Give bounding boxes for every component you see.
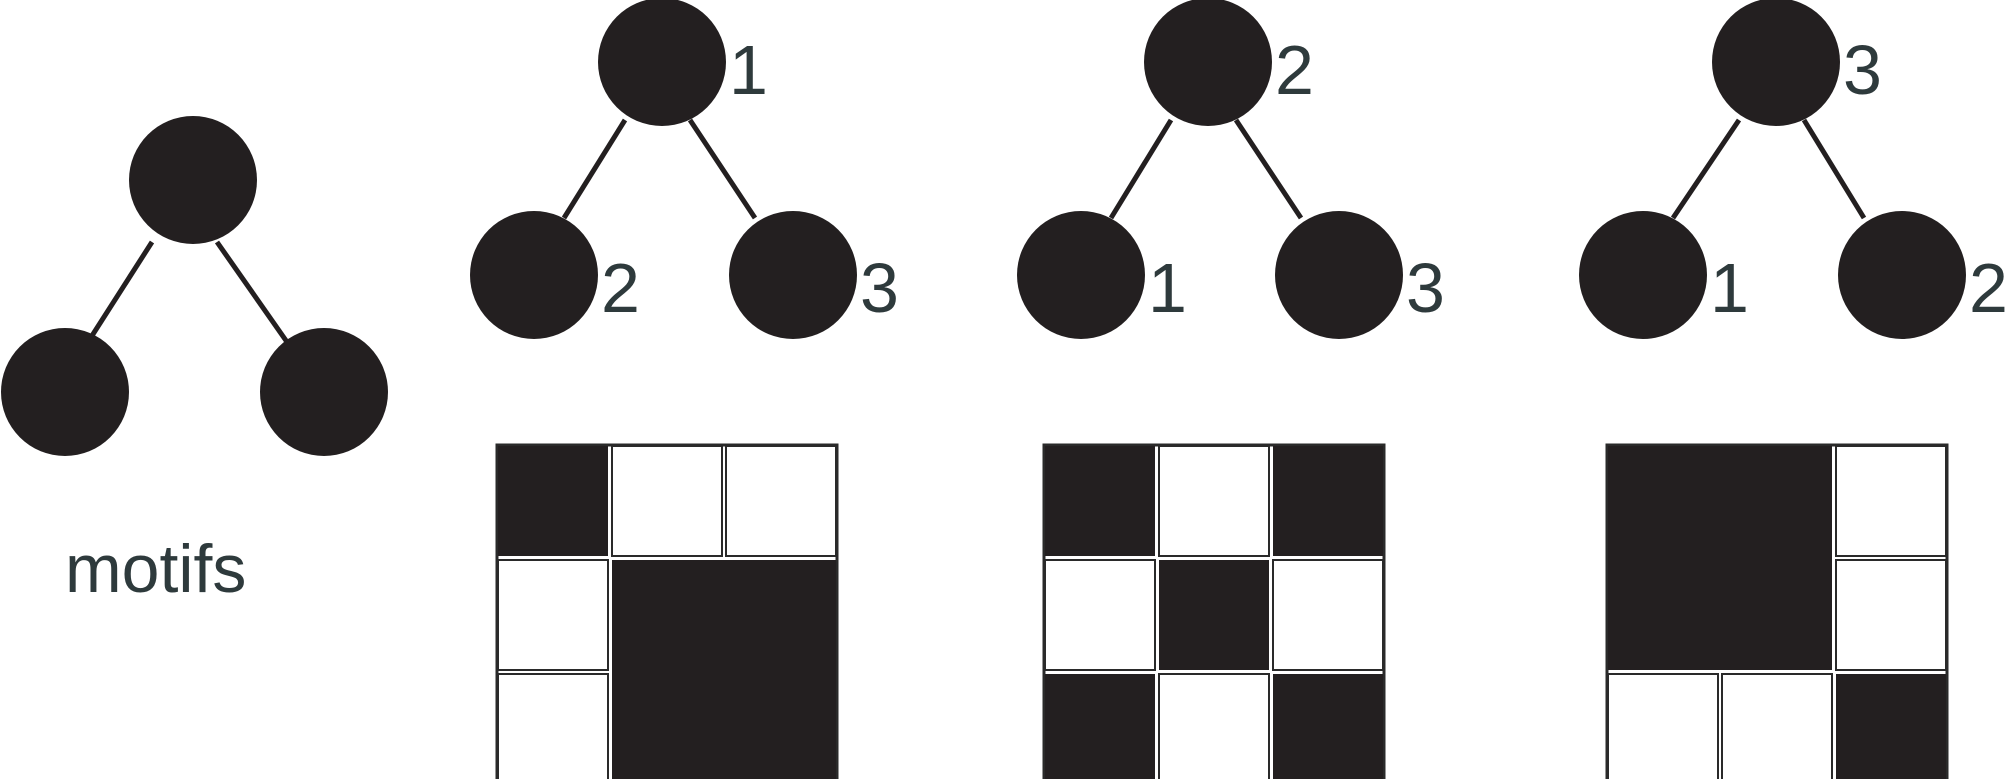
- matrix-cell-filled: [1722, 560, 1832, 670]
- tree-root-node: [1144, 0, 1272, 126]
- tree-left-node: [470, 211, 598, 339]
- matrix-cell-empty: [1607, 673, 1719, 779]
- matrix-cell-empty: [497, 673, 609, 779]
- tree-edge-left: [1670, 118, 1742, 220]
- matrix-cell-filled: [1608, 560, 1718, 670]
- matrix-cell-empty: [725, 445, 837, 557]
- matrix-cell-filled: [612, 674, 722, 779]
- matrix-cell-empty: [1835, 445, 1947, 557]
- matrix-cell-joint: [726, 670, 836, 674]
- labeled-tree-1: 1 2 3: [470, 0, 899, 339]
- matrix-cell-joint: [1722, 556, 1832, 560]
- motif-root-node: [129, 116, 257, 244]
- matrix-cell-filled: [726, 674, 836, 779]
- tree-right-node: [1838, 211, 1966, 339]
- matrix-cell-joint: [1718, 560, 1722, 670]
- labeled-tree-3: 3 1 2: [1579, 0, 2008, 339]
- adjacency-matrices: [495, 443, 1949, 779]
- matrix-cell-empty: [1835, 559, 1947, 671]
- adjacency-matrix-2: [1042, 443, 1386, 779]
- tree-edge-right: [1233, 118, 1304, 220]
- matrix-cell-filled: [612, 560, 722, 670]
- motif-edge-left: [85, 240, 155, 344]
- tree-root-label: 1: [729, 31, 768, 109]
- tree-left-label: 1: [1710, 249, 1749, 327]
- matrix-cell-filled: [1836, 674, 1946, 779]
- matrix-cell-joint: [1718, 556, 1722, 560]
- tree-root-node: [598, 0, 726, 126]
- matrix-cell-filled: [726, 560, 836, 670]
- tree-left-label: 2: [601, 249, 640, 327]
- matrix-cell-joint: [1718, 446, 1722, 556]
- tree-root-label: 2: [1275, 31, 1314, 109]
- matrix-cell-joint: [722, 674, 726, 779]
- matrix-cell-filled: [1273, 446, 1383, 556]
- tree-edge-left: [1108, 118, 1174, 220]
- matrix-cell-filled: [1045, 674, 1155, 779]
- matrix-cell-joint: [612, 670, 722, 674]
- labeled-tree-2: 2 1 3: [1017, 0, 1445, 339]
- tree-edge-right: [1801, 118, 1867, 220]
- matrix-cell-filled: [1722, 446, 1832, 556]
- matrix-cell-joint: [722, 670, 726, 674]
- matrix-cell-joint: [1608, 556, 1718, 560]
- motif-left-node: [1, 328, 129, 456]
- matrix-cell-empty: [1158, 445, 1270, 557]
- matrix-cell-joint: [722, 560, 726, 670]
- matrix-cell-filled: [1045, 446, 1155, 556]
- matrix-cell-filled: [1273, 674, 1383, 779]
- tree-right-label: 2: [1969, 249, 2008, 327]
- matrix-cell-empty: [611, 445, 723, 557]
- tree-right-label: 3: [1406, 249, 1445, 327]
- matrix-cell-empty: [1158, 673, 1270, 779]
- motif-right-node: [260, 328, 388, 456]
- tree-right-node: [1275, 211, 1403, 339]
- tree-root-label: 3: [1843, 31, 1882, 109]
- motif-template: motifs: [1, 116, 388, 607]
- adjacency-matrix-1: [495, 443, 839, 779]
- matrix-cell-empty: [1272, 559, 1384, 671]
- motif-edge-right: [214, 240, 290, 344]
- tree-edge-left: [561, 118, 628, 220]
- tree-right-label: 3: [860, 249, 899, 327]
- adjacency-matrix-3: [1605, 443, 1949, 779]
- tree-left-node: [1017, 211, 1145, 339]
- tree-right-node: [729, 211, 857, 339]
- matrix-cell-empty: [497, 559, 609, 671]
- tree-root-node: [1712, 0, 1840, 126]
- tree-left-label: 1: [1148, 249, 1187, 327]
- matrix-cell-filled: [1608, 446, 1718, 556]
- tree-edge-right: [687, 118, 758, 220]
- matrix-cell-filled: [498, 446, 608, 556]
- matrix-cell-empty: [1721, 673, 1833, 779]
- matrix-cell-empty: [1044, 559, 1156, 671]
- tree-left-node: [1579, 211, 1707, 339]
- matrix-cell-filled: [1159, 560, 1269, 670]
- labeled-trees: 1 2 3 2 1 3 3 1 2: [470, 0, 2008, 339]
- motif-caption: motifs: [65, 531, 246, 607]
